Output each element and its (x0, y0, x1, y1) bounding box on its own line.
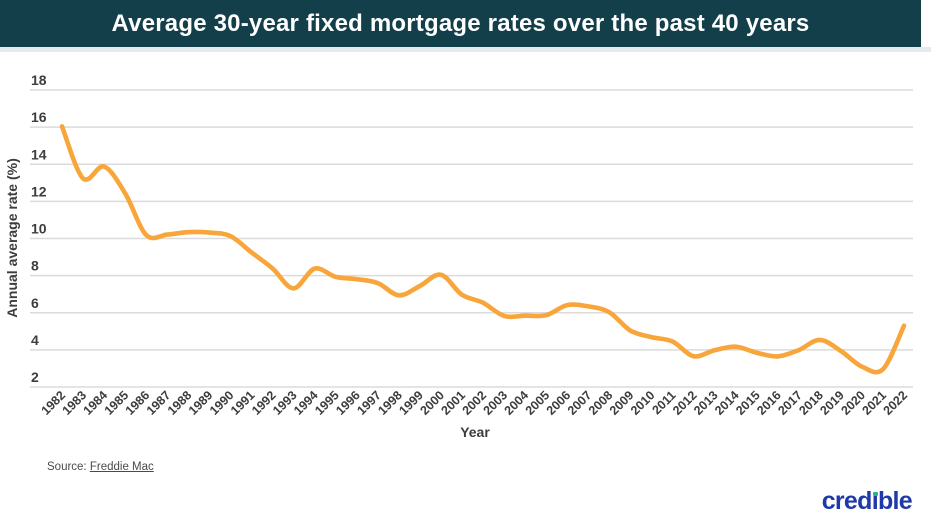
logo-i-stem: ı (871, 487, 879, 515)
chart-title: Average 30-year fixed mortgage rates ove… (111, 9, 810, 37)
y-tick-label: 18 (31, 72, 47, 88)
logo-text-pre: cred (821, 487, 873, 515)
credible-logo: credı ble (821, 487, 913, 515)
source-link-freddie-mac[interactable]: Freddie Mac (89, 461, 154, 473)
y-tick-label: 6 (31, 295, 39, 311)
y-tick-label: 12 (31, 183, 47, 199)
y-tick-label: 4 (31, 332, 39, 348)
source-note: Source: Freddie Mac (47, 461, 154, 473)
logo-i-dot (873, 491, 878, 496)
source-label: Source: (47, 461, 87, 473)
header-divider (0, 47, 931, 52)
rate-line (59, 124, 907, 375)
title-bar: Average 30-year fixed mortgage rates ove… (0, 0, 921, 47)
y-tick-labels: 2 4 6 8 10 12 14 16 18 (31, 72, 47, 385)
x-axis-title: Year (460, 424, 490, 440)
x-tick-labels: 1982198319841985198619871988198919901991… (39, 388, 911, 418)
logo-text-post: ble (877, 487, 913, 515)
y-tick-label: 14 (31, 146, 47, 162)
logo-letter-i: ı (871, 487, 879, 515)
y-tick-label: 2 (31, 369, 39, 385)
y-tick-label: 16 (31, 109, 47, 125)
gridlines (30, 89, 913, 388)
y-tick-label: 10 (31, 221, 47, 237)
y-tick-label: 8 (31, 258, 39, 274)
y-axis-title: Annual average rate (%) (4, 158, 20, 318)
x-tick-label: 2022 (881, 388, 911, 418)
